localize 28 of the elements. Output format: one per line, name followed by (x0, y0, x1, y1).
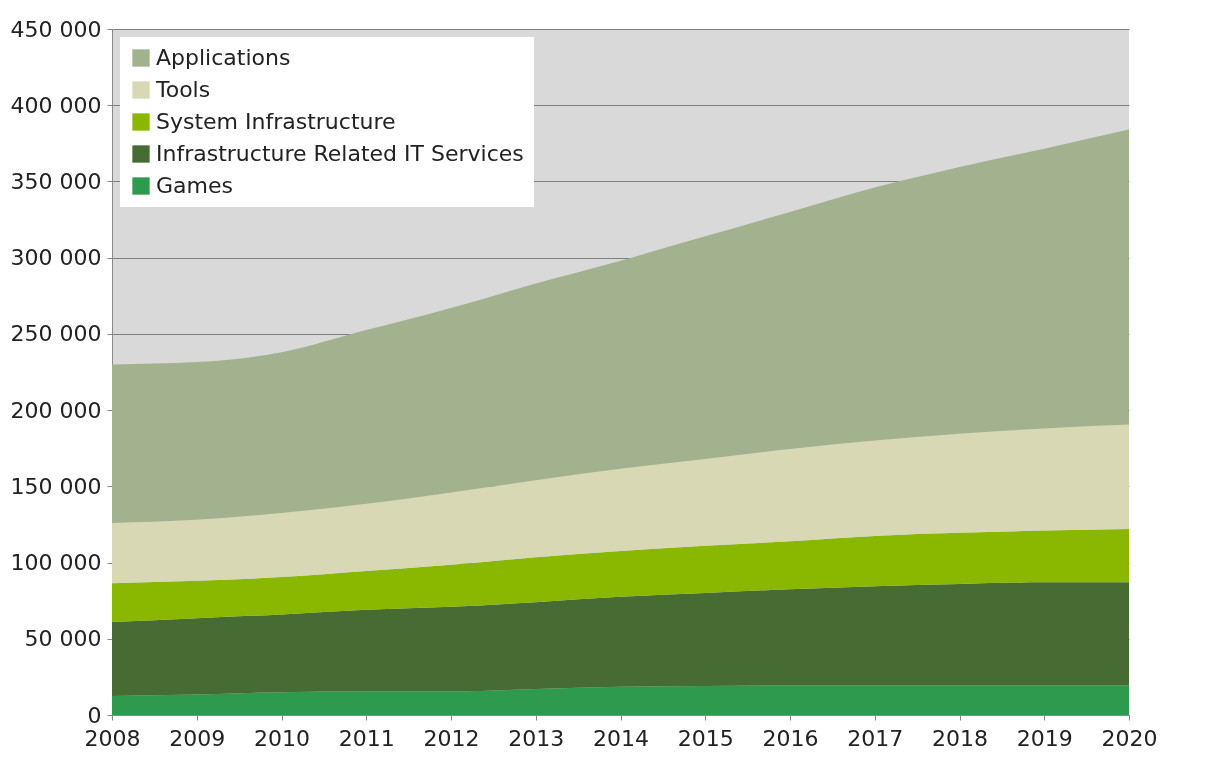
y-tick-label: 400 000 (10, 92, 102, 118)
y-tick-label: 0 (87, 702, 102, 728)
y-tick-label: 250 000 (10, 321, 102, 347)
y-tick-label: 350 000 (10, 168, 102, 194)
legend-label: System Infrastructure (156, 109, 396, 134)
y-tick-label: 100 000 (10, 550, 102, 576)
x-tick-label: 2018 (932, 725, 988, 751)
y-tick-label: 200 000 (10, 397, 102, 423)
x-tick-label: 2009 (169, 725, 226, 751)
x-tick-label: 2008 (84, 725, 141, 751)
x-tick-label: 2016 (762, 725, 819, 751)
x-tick-label: 2012 (423, 725, 480, 751)
x-tick-label: 2010 (254, 725, 310, 751)
x-tick-label: 2014 (593, 725, 649, 751)
x-tick-label: 2019 (1016, 725, 1073, 751)
legend-label: Games (156, 173, 233, 198)
x-tick-label: 2020 (1101, 725, 1158, 751)
x-tick-label: 2017 (847, 725, 904, 751)
legend-label: Infrastructure Related IT Services (156, 141, 524, 166)
legend-label: Applications (156, 45, 291, 70)
legend-label: Tools (155, 77, 211, 102)
x-tick-label: 2013 (508, 725, 565, 751)
x-tick-label: 2015 (677, 725, 734, 751)
y-tick-label: 150 000 (10, 473, 102, 499)
y-tick-label: 50 000 (24, 626, 102, 652)
y-tick-label: 450 000 (10, 16, 102, 42)
y-tick-label: 300 000 (10, 245, 102, 271)
x-tick-label: 2011 (338, 725, 395, 751)
